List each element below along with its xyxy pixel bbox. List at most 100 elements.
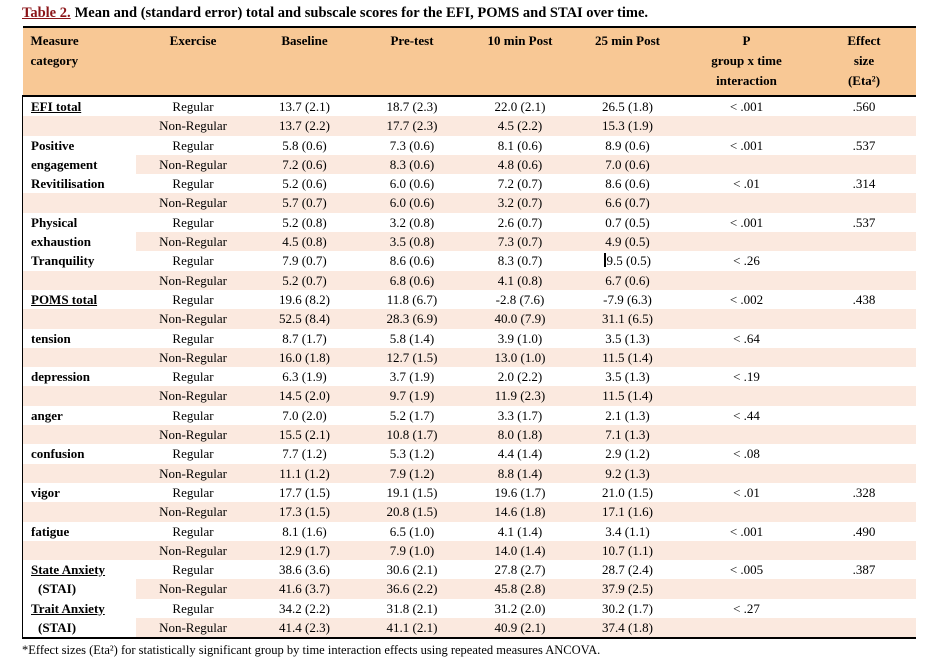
p-cell: < .19: [681, 367, 813, 386]
exercise-cell: Non-Regular: [135, 116, 251, 136]
exercise-cell: Regular: [136, 367, 251, 386]
measure-category-label: vigor: [31, 484, 60, 500]
effect-cell: [812, 618, 916, 640]
row-regular: Physical Regular 5.2 (0.8) 3.2 (0.8) 2.6 (0.…: [22, 212, 916, 233]
post10-cell: 14.0 (1.4): [465, 540, 575, 561]
effect-cell: [813, 406, 916, 425]
post25-value: 0.7 (0.5): [605, 214, 650, 230]
baseline-cell: 8.1 (1.6): [251, 522, 359, 541]
effect-cell: .537: [813, 136, 916, 155]
post25-value: 6.7 (0.6): [605, 272, 650, 288]
pretest-value: 6.0 (0.6): [389, 176, 435, 192]
post10-value: 8.3 (0.7): [497, 253, 543, 269]
measure-category-label: EFI total: [31, 99, 82, 114]
pretest-cell: 19.1 (1.5): [359, 483, 466, 502]
exercise-cell: Non-Regular: [135, 425, 251, 445]
baseline-cell: 4.5 (0.8): [250, 232, 359, 252]
p-cell: [680, 540, 813, 561]
measure-category-cell: Revitilisation: [22, 174, 136, 194]
baseline-value: 5.2 (0.8): [282, 214, 327, 230]
measure-category-cell: [22, 540, 136, 561]
post25-cell: 2.9 (1.2): [575, 444, 681, 463]
post25-value: 37.4 (1.8): [602, 620, 653, 636]
baseline-value: 7.7 (1.2): [282, 446, 327, 462]
row-non-regular: (STAI) Non-Regular 41.4 (2.3) 41.1 (2.1) 40.…: [22, 618, 916, 640]
measure-category-label: (STAI): [38, 581, 77, 597]
effect-cell: [812, 116, 916, 136]
effect-value: .387: [852, 562, 876, 578]
exercise-value: Non-Regular: [159, 427, 227, 443]
post25-value: 10.7 (1.1): [602, 542, 653, 558]
pretest-cell: 6.0 (0.6): [358, 193, 466, 213]
exercise-cell: Non-Regular: [135, 347, 251, 368]
post25-value: 30.2 (1.7): [602, 600, 653, 616]
p-cell: < .001: [681, 522, 813, 541]
baseline-value: 6.3 (1.9): [282, 369, 327, 385]
exercise-cell: Non-Regular: [135, 386, 251, 406]
post25-cell: 6.7 (0.6): [574, 270, 681, 290]
row-non-regular: Non-Regular 12.9 (1.7) 7.9 (1.0) 14.0 (1.4)…: [22, 540, 916, 561]
effect-cell: [812, 232, 916, 252]
p-value: < .001: [729, 137, 764, 153]
post10-value: 7.3 (0.7): [497, 234, 543, 250]
pretest-cell: 6.5 (1.0): [359, 522, 466, 541]
pretest-value: 41.1 (2.1): [386, 620, 438, 636]
post25-value: 17.1 (1.6): [602, 504, 653, 520]
row-non-regular: Non-Regular 11.1 (1.2) 7.9 (1.2) 8.8 (1.4) 9…: [22, 463, 916, 483]
measure-category-cell: anger: [22, 405, 136, 426]
post25-value: 11.5 (1.4): [602, 388, 653, 404]
post25-value: 8.9 (0.6): [605, 137, 650, 153]
post10-cell: 45.8 (2.8): [465, 579, 575, 599]
exercise-cell: Regular: [136, 406, 251, 425]
baseline-cell: 6.3 (1.9): [251, 367, 359, 386]
post10-value: -2.8 (7.6): [495, 291, 545, 307]
post25-value: 15.3 (1.9): [602, 118, 653, 134]
post10-value: 2.6 (0.7): [497, 214, 543, 230]
pretest-value: 7.3 (0.6): [389, 137, 435, 153]
post25-cell: 37.9 (2.5): [574, 579, 681, 599]
pretest-value: 8.3 (0.6): [389, 156, 435, 172]
pretest-value: 7.9 (1.0): [389, 542, 435, 558]
post25-cell: 11.5 (1.4): [574, 386, 681, 406]
exercise-cell: Non-Regular: [135, 270, 251, 290]
p-cell: [680, 154, 813, 175]
baseline-cell: 38.6 (3.6): [251, 560, 359, 579]
post25-value: 4.9 (0.5): [605, 234, 650, 250]
post10-cell: 40.9 (2.1): [465, 618, 575, 640]
exercise-cell: Regular: [136, 290, 251, 309]
row-non-regular: Non-Regular 16.0 (1.8) 12.7 (1.5) 13.0 (1.0…: [22, 347, 916, 368]
measure-category-cell: confusion: [22, 444, 136, 464]
post10-cell: 8.0 (1.8): [465, 425, 575, 445]
effect-cell: [812, 347, 916, 368]
post10-value: 27.8 (2.7): [494, 562, 546, 578]
post25-cell: 17.1 (1.6): [574, 502, 681, 522]
post25-cell: 30.2 (1.7): [575, 599, 681, 618]
baseline-value: 17.7 (1.5): [279, 484, 330, 500]
measure-category-cell: EFI total: [22, 96, 136, 117]
baseline-cell: 13.7 (2.1): [251, 96, 359, 116]
post10-cell: 2.6 (0.7): [466, 213, 575, 232]
p-cell: [680, 116, 813, 136]
measure-category-cell: State Anxiety: [22, 560, 136, 580]
post10-cell: 19.6 (1.7): [466, 483, 575, 502]
post10-value: 8.0 (1.8): [497, 427, 543, 443]
row-non-regular: Non-Regular 13.7 (2.2) 17.7 (2.3) 4.5 (2.2)…: [22, 116, 916, 136]
pretest-value: 3.5 (0.8): [389, 234, 435, 250]
post10-cell: 4.1 (1.4): [466, 522, 575, 541]
pretest-value: 17.7 (2.3): [386, 118, 438, 134]
post10-value: 3.9 (1.0): [497, 330, 543, 346]
measure-category-cell: Physical: [22, 212, 136, 233]
exercise-value: Regular: [172, 137, 214, 153]
post10-cell: 13.0 (1.0): [465, 347, 575, 368]
baseline-value: 14.5 (2.0): [279, 388, 330, 404]
exercise-cell: Regular: [136, 213, 251, 232]
baseline-cell: 5.2 (0.6): [251, 174, 359, 193]
baseline-cell: 7.2 (0.6): [250, 154, 359, 175]
post25-value: 9.5 (0.5): [606, 253, 651, 269]
baseline-cell: 41.6 (3.7): [250, 579, 359, 599]
exercise-value: Non-Regular: [159, 388, 227, 404]
measure-category-label: fatigue: [31, 523, 70, 539]
baseline-value: 34.2 (2.2): [279, 600, 330, 616]
baseline-value: 11.1 (1.2): [279, 465, 330, 481]
effect-cell: [812, 463, 916, 483]
